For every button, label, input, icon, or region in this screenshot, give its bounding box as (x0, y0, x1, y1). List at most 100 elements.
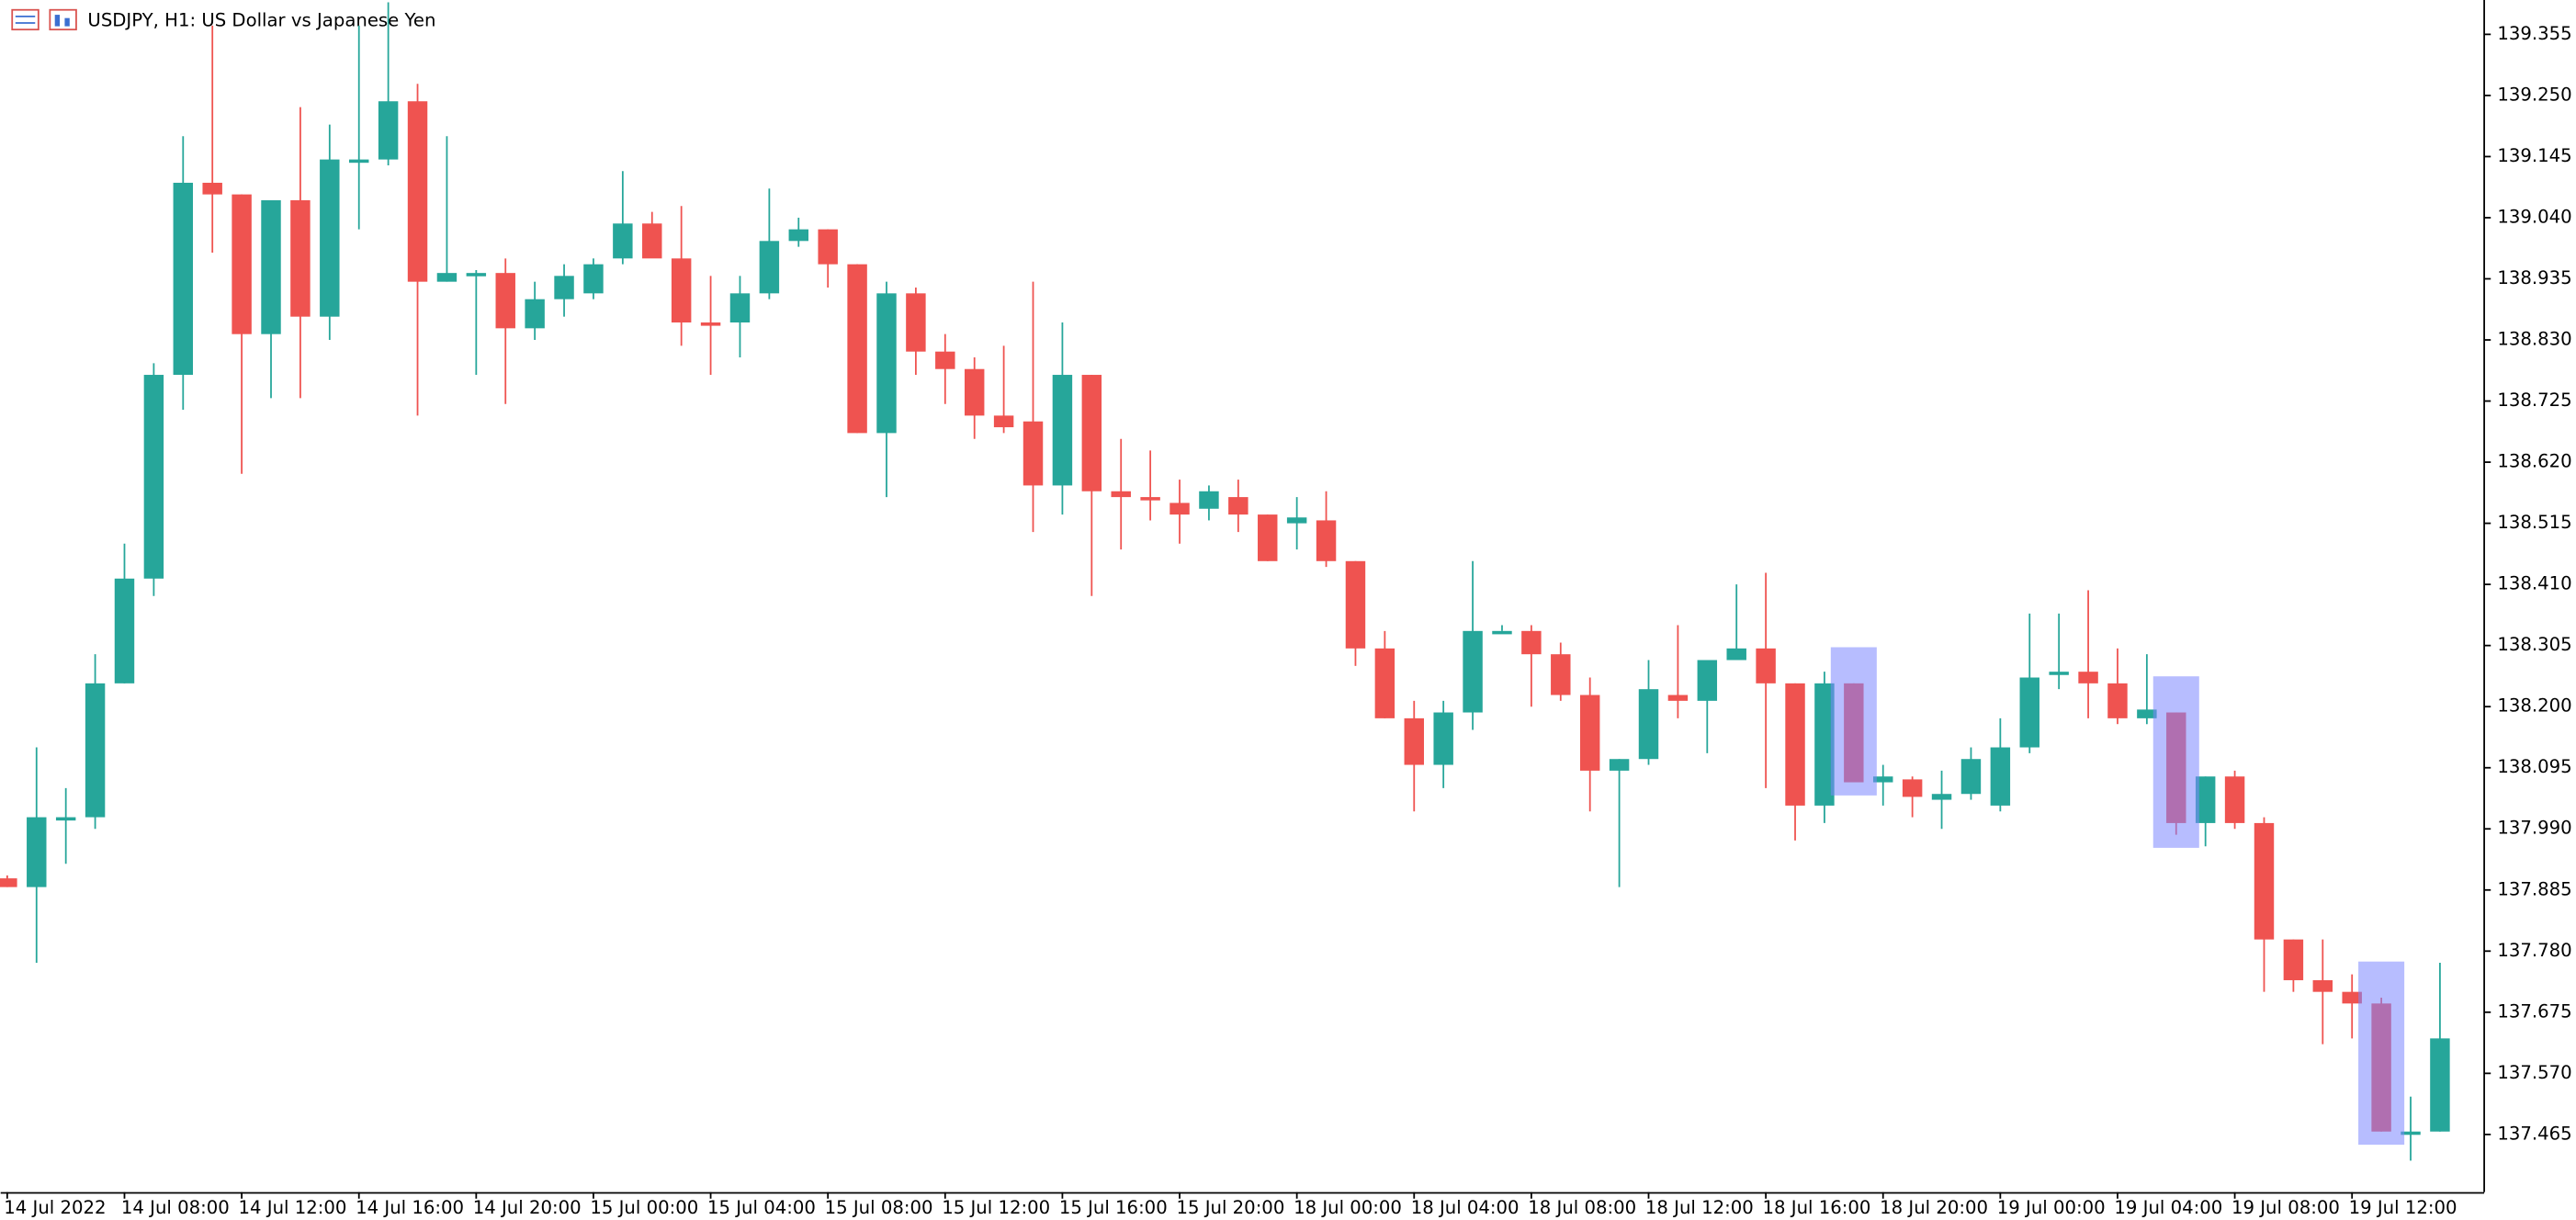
x-tick-label: 19 Jul 04:00 (2114, 1197, 2222, 1218)
highlight-box (1830, 647, 1877, 796)
candle-body (906, 293, 926, 352)
candle-body (1873, 776, 1893, 783)
candle-body (935, 351, 955, 369)
candle-body (232, 194, 252, 334)
candle-body (2430, 1038, 2450, 1132)
x-tick-label: 15 Jul 04:00 (707, 1197, 816, 1218)
candle-body (1022, 421, 1044, 486)
candle-body (2019, 677, 2039, 748)
candle-body (876, 293, 897, 434)
candle-body (1931, 794, 1952, 800)
candle-body (613, 223, 633, 259)
x-tick-label: 14 Jul 16:00 (356, 1197, 464, 1218)
candle-body (1609, 759, 1630, 771)
x-tick-label: 19 Jul 08:00 (2231, 1197, 2340, 1218)
y-tick-label: 137.990 (2497, 818, 2571, 839)
candle-body (1169, 503, 1190, 515)
candle-body (85, 683, 106, 818)
y-tick-label: 138.410 (2497, 573, 2571, 594)
candle-body (1960, 759, 1982, 795)
candle-body (1404, 717, 1424, 765)
candle-body (2107, 683, 2128, 718)
candle-body (964, 368, 985, 416)
x-tick-label: 19 Jul 12:00 (2349, 1197, 2457, 1218)
candle-body (2049, 672, 2069, 675)
y-tick-label: 137.885 (2497, 878, 2571, 899)
candle-body (788, 229, 809, 242)
candle-body (1492, 630, 1512, 635)
candle-body (1140, 497, 1160, 501)
candle-body (1052, 375, 1073, 486)
icon (54, 15, 61, 27)
y-tick-label: 138.515 (2497, 512, 2571, 533)
candle-body (378, 101, 399, 160)
candle-body (2078, 672, 2098, 683)
candle-body (642, 223, 662, 259)
candle-body (1081, 375, 1102, 491)
candle-body (1667, 695, 1689, 701)
x-tick-label: 14 Jul 2022 (4, 1197, 106, 1218)
candle-body (55, 817, 76, 821)
candle-body (2283, 939, 2304, 980)
candle-body (729, 293, 751, 323)
candle-body (818, 229, 838, 265)
candle-body (2401, 1131, 2421, 1135)
y-tick-label: 137.675 (2497, 1000, 2571, 1022)
x-tick-label: 18 Jul 16:00 (1763, 1197, 1871, 1218)
candle-body (700, 322, 721, 326)
candle-body (1345, 560, 1366, 649)
candle-body (1902, 779, 1923, 797)
candle-body (2254, 822, 2275, 940)
y-tick-label: 138.935 (2497, 267, 2571, 288)
y-tick-label: 138.095 (2497, 756, 2571, 777)
candle-body (1463, 630, 1483, 713)
x-tick-label: 19 Jul 00:00 (1997, 1197, 2106, 1218)
y-tick-label: 139.250 (2497, 84, 2571, 105)
candle-body (554, 276, 574, 299)
candle-body (27, 817, 47, 887)
icon (49, 8, 77, 31)
symbol-icons (11, 8, 77, 31)
candle-body (1990, 747, 2011, 806)
x-tick-label: 15 Jul 12:00 (942, 1197, 1050, 1218)
candle-body (993, 415, 1014, 428)
chart-title: USDJPY, H1: US Dollar vs Japanese Yen (87, 10, 435, 31)
candle-body (1199, 491, 1219, 509)
candle-body (1258, 514, 1278, 561)
candle-body (114, 578, 135, 683)
candle-body (1286, 517, 1307, 524)
candle-body (320, 159, 340, 317)
candle-body (671, 258, 692, 323)
y-tick-label: 139.355 (2497, 23, 2571, 44)
candle-body (495, 273, 515, 329)
y-tick-label: 138.620 (2497, 451, 2571, 472)
candle-body (847, 264, 867, 434)
x-tick-label: 18 Jul 04:00 (1411, 1197, 1520, 1218)
candle-body (173, 182, 194, 376)
x-tick-label: 14 Jul 20:00 (473, 1197, 582, 1218)
candle-body (466, 273, 487, 277)
x-tick-label: 15 Jul 00:00 (590, 1197, 698, 1218)
candle-body (525, 299, 545, 329)
x-tick-label: 14 Jul 08:00 (121, 1197, 230, 1218)
y-tick-label: 139.040 (2497, 206, 2571, 227)
candle-body (261, 199, 281, 334)
candle-body (1111, 491, 1131, 498)
candle-body (1228, 497, 1248, 515)
candle-body (1433, 712, 1453, 765)
candle-body (759, 241, 780, 294)
y-tick-label: 137.570 (2497, 1062, 2571, 1083)
x-tick-label: 14 Jul 12:00 (239, 1197, 347, 1218)
x-tick-label: 18 Jul 12:00 (1645, 1197, 1754, 1218)
candle-body (1785, 683, 1805, 806)
candle-body (583, 264, 604, 294)
y-tick-label: 137.780 (2497, 940, 2571, 961)
candle-body (1638, 689, 1659, 760)
candle-body (143, 375, 164, 579)
icon (11, 8, 40, 31)
y-tick-label: 138.725 (2497, 390, 2571, 411)
candle-body (2312, 979, 2333, 992)
candle-body (1374, 648, 1395, 718)
